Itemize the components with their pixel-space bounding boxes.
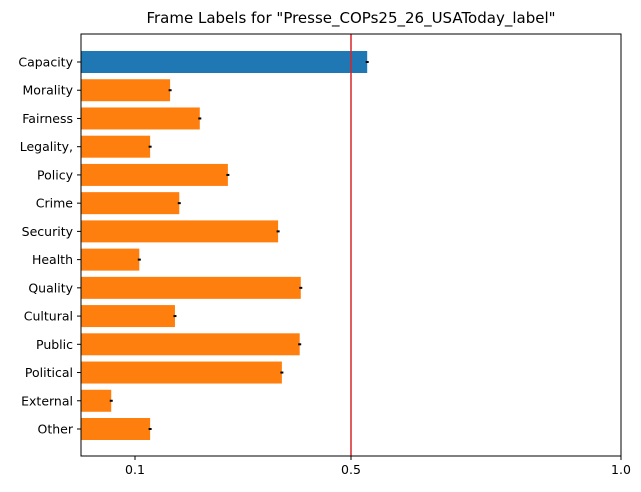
y-tick-label: Fairness <box>22 111 73 126</box>
bar-cultural <box>81 305 175 328</box>
bar-quality <box>81 276 301 299</box>
y-tick-label: Policy <box>37 167 74 182</box>
plot-frame <box>80 33 622 457</box>
y-tick-label: Health <box>32 252 73 267</box>
y-tick-label: Public <box>36 337 73 352</box>
bar-public <box>81 333 300 356</box>
x-tick-label: 1.0 <box>611 462 631 477</box>
y-tick-label: External <box>21 393 73 408</box>
y-tick-label: Crime <box>36 196 74 211</box>
bar-crime <box>81 192 180 215</box>
bar-policy <box>81 163 228 186</box>
x-tick-label: 0.1 <box>125 462 145 477</box>
y-tick-label: Political <box>25 365 73 380</box>
bar-capacity <box>81 51 368 73</box>
bar-legality <box>81 135 151 158</box>
plot-area: Capacity Morality Fairness Legality, Policy C… <box>18 34 631 477</box>
y-tick-label: Legality, <box>20 139 73 154</box>
y-tick-label: Morality <box>23 83 74 98</box>
x-tick-label: 0.5 <box>341 462 361 477</box>
bar-health <box>81 248 140 271</box>
bar-security <box>81 220 279 243</box>
y-tick-label: Capacity <box>18 55 73 70</box>
bar-other <box>81 418 151 440</box>
y-tick-label: Other <box>38 422 74 437</box>
y-tick-label: Quality <box>28 280 73 295</box>
bar-fairness <box>81 107 200 130</box>
bar-external <box>81 389 112 412</box>
y-tick-label: Security <box>22 224 74 239</box>
chart-title: Frame Labels for "Presse_COPs25_26_USATo… <box>146 9 555 28</box>
y-tick-label: Cultural <box>24 309 73 324</box>
bar-morality <box>81 79 171 102</box>
bar-political <box>81 361 282 384</box>
